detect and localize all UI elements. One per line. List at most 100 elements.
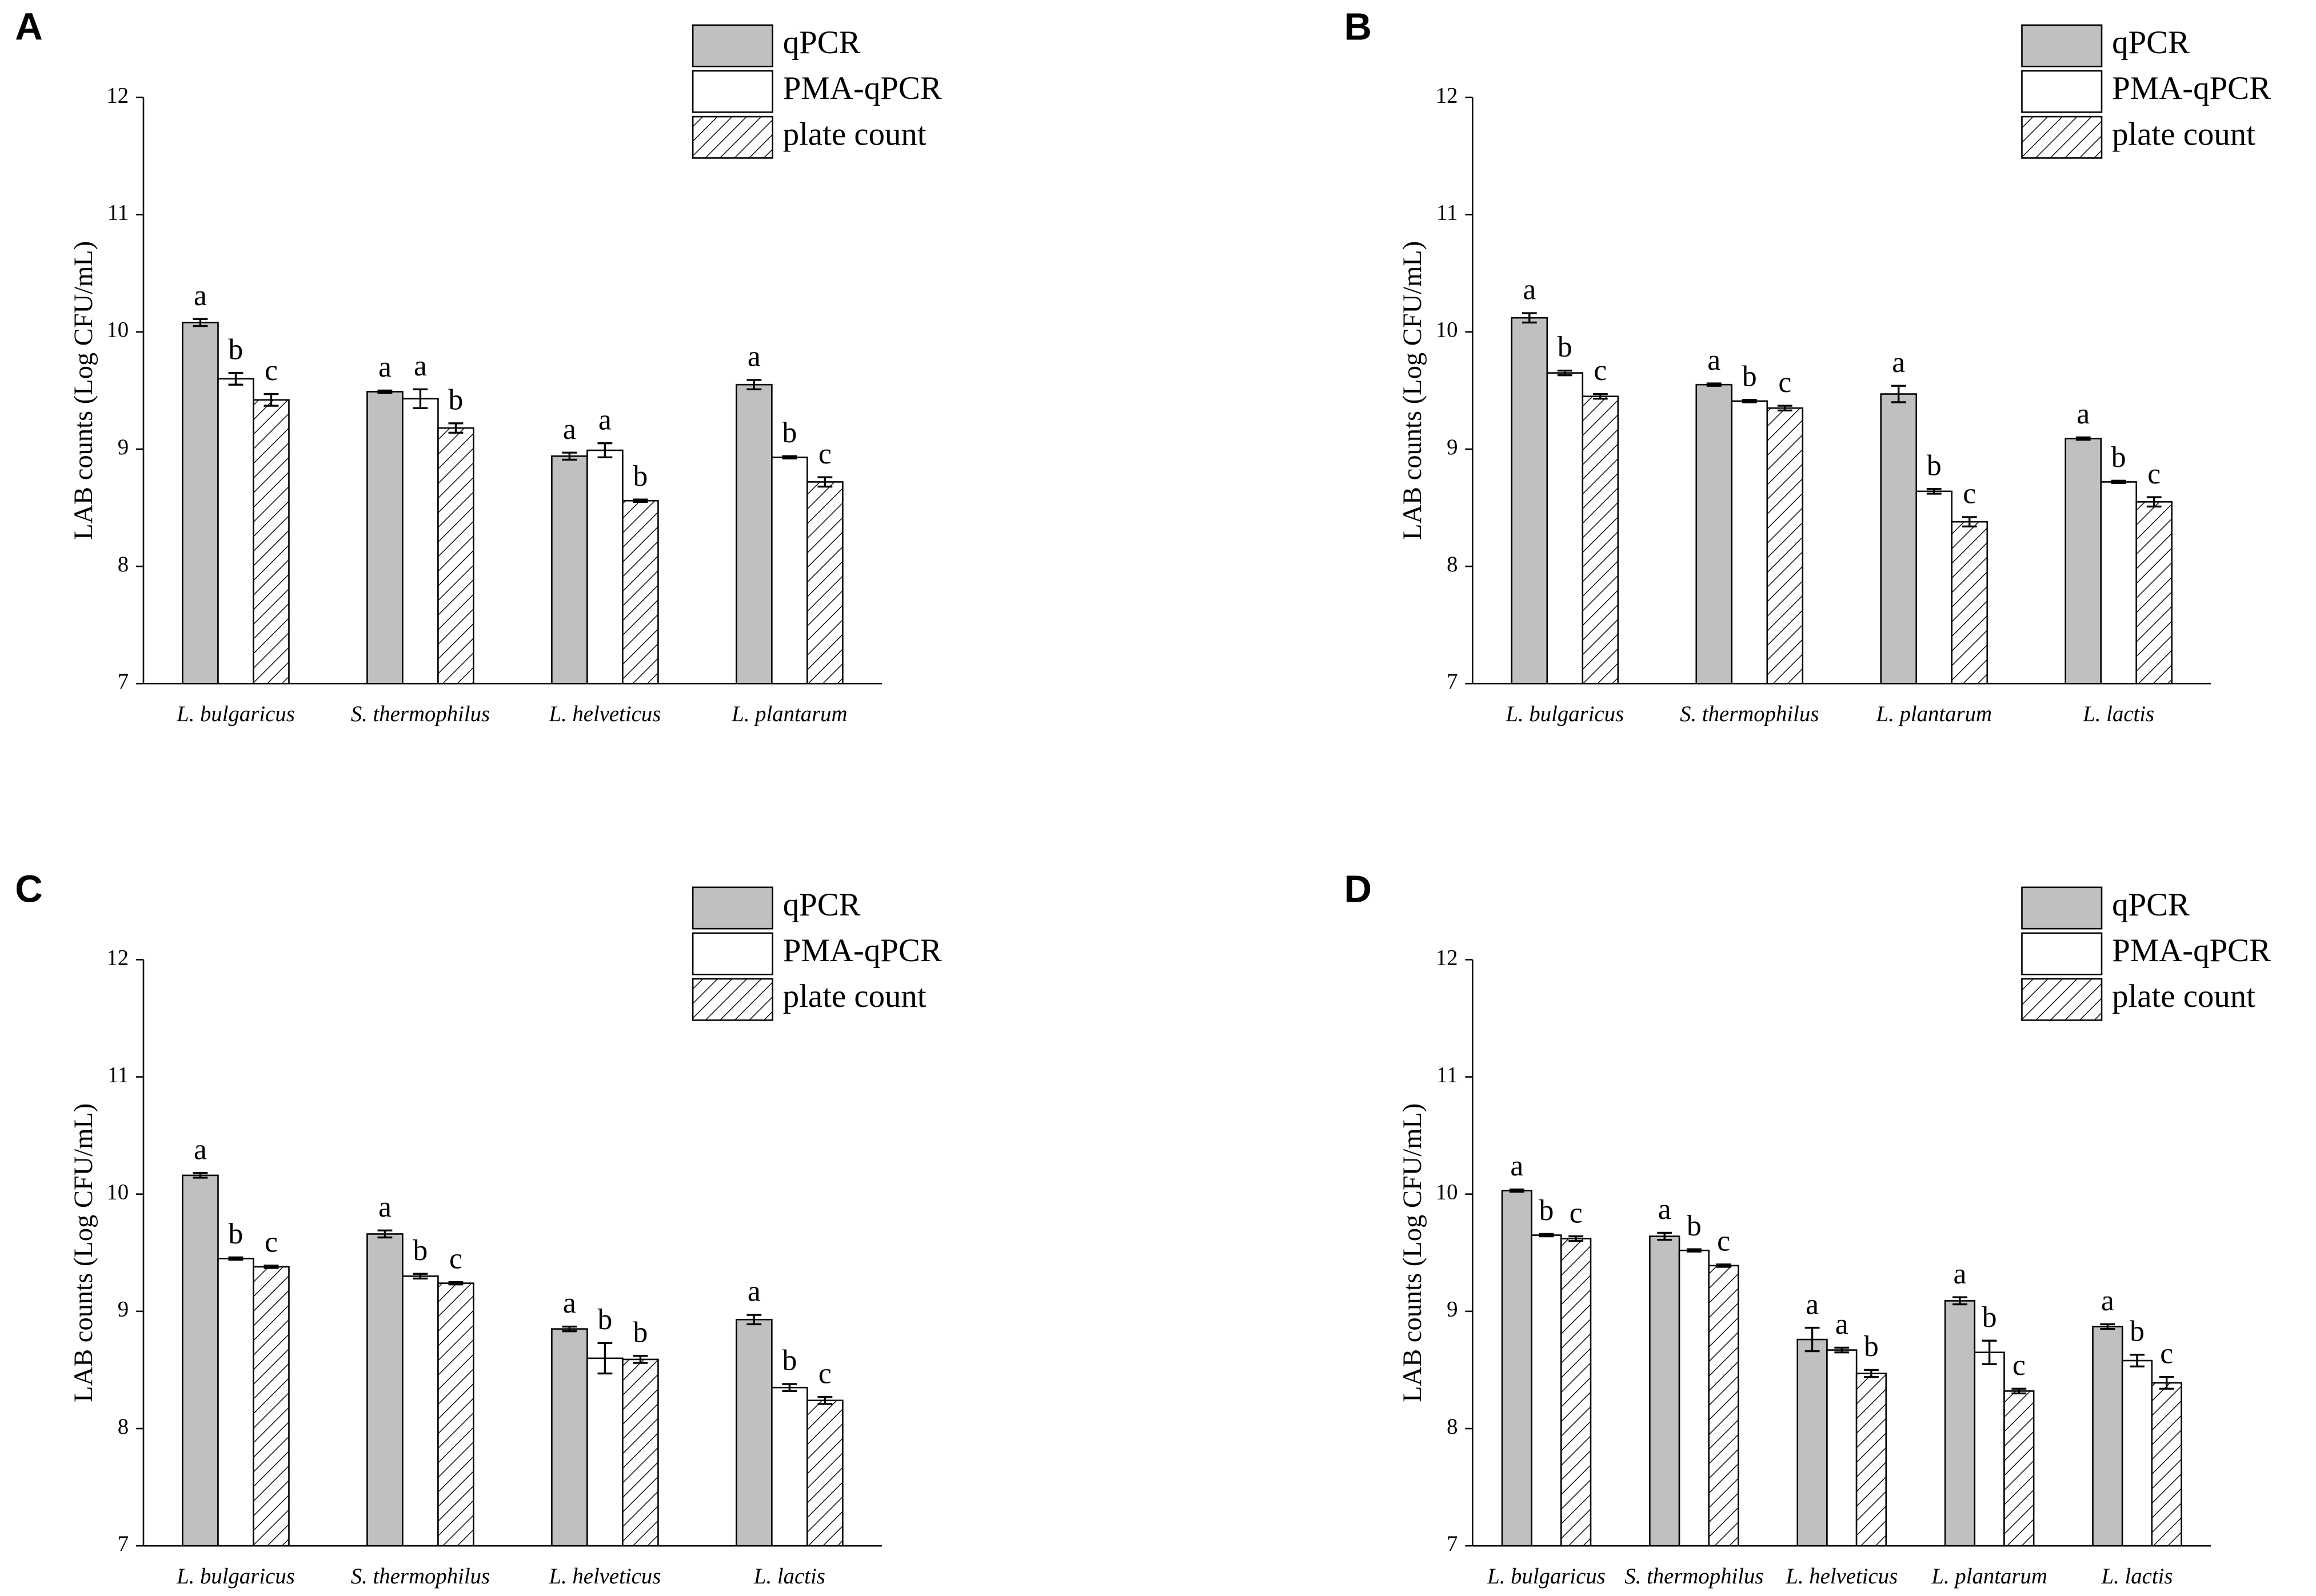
bar xyxy=(771,1386,808,1547)
x-tick-label: L. lactis xyxy=(2082,702,2154,726)
legend-label: qPCR xyxy=(783,25,861,61)
error-bar xyxy=(1982,1339,1997,1365)
bar xyxy=(1501,1190,1532,1547)
significance-letter: a xyxy=(1510,1150,1523,1182)
bar xyxy=(586,449,624,685)
y-axis-label: LAB counts (Log CFU/mL) xyxy=(69,241,98,540)
bar xyxy=(622,1358,659,1547)
significance-letter: b xyxy=(1742,360,1757,393)
error-bar xyxy=(1864,1369,1879,1378)
significance-letter: b xyxy=(1982,1301,1997,1334)
significance-letter: a xyxy=(2077,398,2090,430)
y-tick-label: 9 xyxy=(1447,435,1458,459)
significance-letter: c xyxy=(265,1226,278,1259)
bar xyxy=(437,427,474,685)
bar xyxy=(1560,1238,1592,1547)
error-bar xyxy=(782,455,797,460)
error-bar xyxy=(1804,1326,1820,1353)
bar xyxy=(437,1282,474,1547)
bar xyxy=(366,1233,404,1547)
error-bar xyxy=(817,476,833,488)
significance-letter: a xyxy=(194,1133,207,1166)
panel-label: C xyxy=(15,867,43,910)
error-bar xyxy=(1962,516,1977,528)
significance-letter: a xyxy=(2101,1285,2114,1317)
bar xyxy=(1649,1235,1680,1547)
error-bar xyxy=(2075,436,2091,441)
error-bar xyxy=(2159,1376,2174,1390)
significance-letter: b xyxy=(782,1345,797,1377)
significance-letter: b xyxy=(1539,1194,1554,1227)
error-bar xyxy=(1686,1248,1702,1253)
error-bar xyxy=(782,1383,797,1393)
x-tick-label: L. bulgaricus xyxy=(1487,1564,1606,1589)
error-bar xyxy=(562,1325,577,1333)
legend-swatch xyxy=(692,115,773,159)
legend-swatch xyxy=(692,886,773,930)
y-tick-label: 11 xyxy=(1436,201,1458,225)
bar xyxy=(402,1275,439,1547)
y-tick-label: 8 xyxy=(1447,552,1458,577)
bar xyxy=(771,457,808,685)
significance-letter: b xyxy=(229,333,243,366)
error-bar xyxy=(633,498,648,503)
legend-label: PMA-qPCR xyxy=(2112,70,2271,106)
bar xyxy=(1915,490,1953,685)
x-tick-label: L. helveticus xyxy=(548,702,661,726)
error-bar xyxy=(377,1229,393,1239)
error-bar xyxy=(1592,393,1608,400)
bar xyxy=(806,1399,844,1547)
error-bar xyxy=(1568,1235,1584,1242)
bar xyxy=(1678,1249,1710,1547)
legend-swatch xyxy=(692,978,773,1021)
error-bar xyxy=(1891,385,1906,403)
bar xyxy=(1546,372,1584,685)
significance-letter: c xyxy=(1778,366,1791,399)
bar xyxy=(806,481,844,685)
significance-letter: a xyxy=(1707,344,1720,377)
significance-letter: c xyxy=(1717,1225,1730,1257)
bar xyxy=(2151,1382,2182,1547)
error-bar xyxy=(263,1265,279,1269)
significance-letter: a xyxy=(414,350,427,382)
legend-label: PMA-qPCR xyxy=(783,70,942,106)
y-tick-label: 8 xyxy=(1447,1414,1458,1439)
error-bar xyxy=(817,1395,833,1405)
significance-letter: a xyxy=(598,403,612,436)
bar xyxy=(736,383,773,685)
y-tick-label: 12 xyxy=(1436,945,1458,970)
significance-letter: b xyxy=(1927,449,1942,482)
significance-letter: a xyxy=(1523,274,1536,306)
legend-swatch xyxy=(2021,24,2103,67)
significance-letter: c xyxy=(818,1357,832,1390)
error-bar xyxy=(746,1314,762,1326)
bar xyxy=(1951,521,1988,685)
significance-letter: c xyxy=(1594,354,1607,387)
legend-label: PMA-qPCR xyxy=(783,933,942,969)
y-tick-label: 7 xyxy=(1447,1531,1458,1556)
significance-letter: b xyxy=(1687,1210,1702,1242)
legend-label: plate count xyxy=(2112,116,2255,152)
bar xyxy=(551,1328,588,1547)
legend-label: plate count xyxy=(783,978,927,1014)
x-tick-label: L. helveticus xyxy=(548,1564,661,1589)
significance-letter: a xyxy=(1892,346,1905,379)
error-bar xyxy=(1777,405,1792,411)
significance-letter: a xyxy=(1806,1288,1819,1321)
error-bar xyxy=(1509,1188,1524,1193)
error-bar xyxy=(413,1273,428,1280)
bar xyxy=(253,1266,290,1547)
bar xyxy=(402,398,439,685)
y-tick-label: 12 xyxy=(1436,83,1458,107)
significance-letter: b xyxy=(2130,1315,2145,1347)
y-tick-label: 10 xyxy=(106,1180,129,1205)
legend-swatch xyxy=(692,70,773,113)
x-tick-label: S. thermophilus xyxy=(351,1564,490,1589)
bar xyxy=(253,399,290,685)
significance-letter: a xyxy=(748,1275,761,1308)
bar xyxy=(182,322,219,685)
error-bar xyxy=(448,1281,464,1286)
legend-label: qPCR xyxy=(2112,887,2190,923)
y-axis-label: LAB counts (Log CFU/mL) xyxy=(69,1103,98,1402)
